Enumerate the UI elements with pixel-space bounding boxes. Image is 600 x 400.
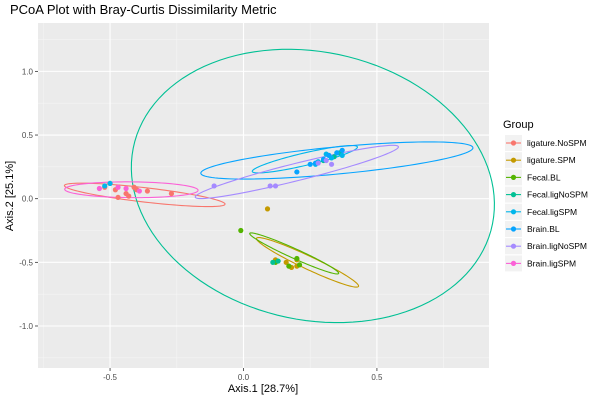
point-ligature-nospm [115, 194, 121, 201]
y-axis-label: Axis.2 [25.1%] [4, 161, 16, 231]
point-brain-lignospm [211, 183, 217, 189]
point-brain-lignospm [328, 161, 335, 167]
point-brain-lignospm [315, 160, 321, 166]
point-brain-bl [307, 161, 313, 167]
minor-gridlines [38, 23, 489, 368]
point-brain-lignospm [272, 183, 279, 189]
legend-marker [510, 174, 517, 180]
legend-marker [510, 243, 517, 249]
point-brain-lignospm [323, 157, 329, 164]
point-fecal-ligspm [339, 152, 345, 158]
x-axis-ticks: -0.5 0.0 0.5 [103, 368, 383, 382]
point-brain-lignospm [267, 183, 273, 189]
x-tick-label: 0.5 [371, 373, 383, 382]
legend-marker [510, 260, 517, 266]
ellipse-brain-bl [200, 141, 474, 180]
point-brain-bl [294, 169, 300, 175]
legend-marker [510, 140, 517, 146]
legend-label: ligature.NoSPM [527, 138, 587, 148]
point-fecal-lignospm [270, 259, 276, 265]
legend-label: Fecal.ligNoSPM [527, 190, 588, 200]
legend-label: Fecal.BL [527, 172, 561, 182]
y-tick-label: 0.0 [22, 195, 34, 204]
point-fecal-bl [296, 262, 303, 268]
x-tick-label: 0.0 [238, 373, 250, 382]
x-tick-label: -0.5 [103, 373, 117, 382]
point-brain-ligspm [96, 185, 102, 192]
chart-title: PCoA Plot with Bray-Curtis Dissimilarity… [10, 2, 277, 17]
major-gridlines [38, 23, 489, 368]
data-points [96, 147, 345, 271]
y-tick-label: -1.0 [19, 322, 33, 331]
y-tick-label: 0.5 [22, 131, 34, 140]
legend-label: Brain.ligSPM [527, 258, 576, 268]
point-fecal-ligspm [107, 180, 113, 187]
legend-marker [510, 209, 517, 215]
point-brain-bl [334, 150, 340, 156]
point-fecal-ligspm [102, 183, 108, 189]
point-ligature-spm [264, 206, 271, 212]
x-axis-label: Axis.1 [28.7%] [228, 383, 298, 395]
legend-title: Group [503, 119, 534, 131]
point-ligature-nospm [168, 190, 175, 197]
legend-label: Fecal.ligSPM [527, 207, 577, 217]
point-brain-bl [339, 147, 345, 153]
point-ligature-nospm [126, 193, 132, 199]
y-axis-ticks: -1.0 -0.5 0.0 0.5 1.0 [19, 67, 38, 331]
point-brain-ligspm [136, 188, 143, 194]
ellipse-brain-ligspm [64, 181, 199, 199]
point-brain-bl [326, 152, 332, 158]
legend-marker [510, 226, 517, 232]
point-ligature-nospm [144, 188, 151, 194]
legend-label: ligature.SPM [527, 155, 576, 165]
point-brain-ligspm [123, 185, 129, 192]
y-tick-label: -0.5 [19, 258, 33, 267]
legend-marker [510, 157, 517, 163]
ellipse-ligature-nospm [63, 182, 226, 208]
ellipse-fecal-bl [249, 232, 340, 275]
point-fecal-bl [238, 227, 244, 234]
legend-marker [510, 192, 517, 198]
y-tick-label: 1.0 [22, 67, 34, 76]
point-fecal-bl [294, 255, 300, 262]
legend: ligature.NoSPM ligature.SPM Fecal.BL Fecal.… [505, 135, 588, 272]
plot-panel [38, 23, 489, 368]
point-fecal-lignospm [275, 258, 281, 264]
point-fecal-bl [286, 263, 292, 269]
ellipse-ligature-spm [255, 237, 360, 288]
point-ligature-spm [283, 259, 289, 265]
legend-label: Brain.BL [527, 224, 560, 234]
legend-label: Brain.ligNoSPM [527, 241, 587, 251]
point-brain-ligspm [115, 184, 121, 190]
